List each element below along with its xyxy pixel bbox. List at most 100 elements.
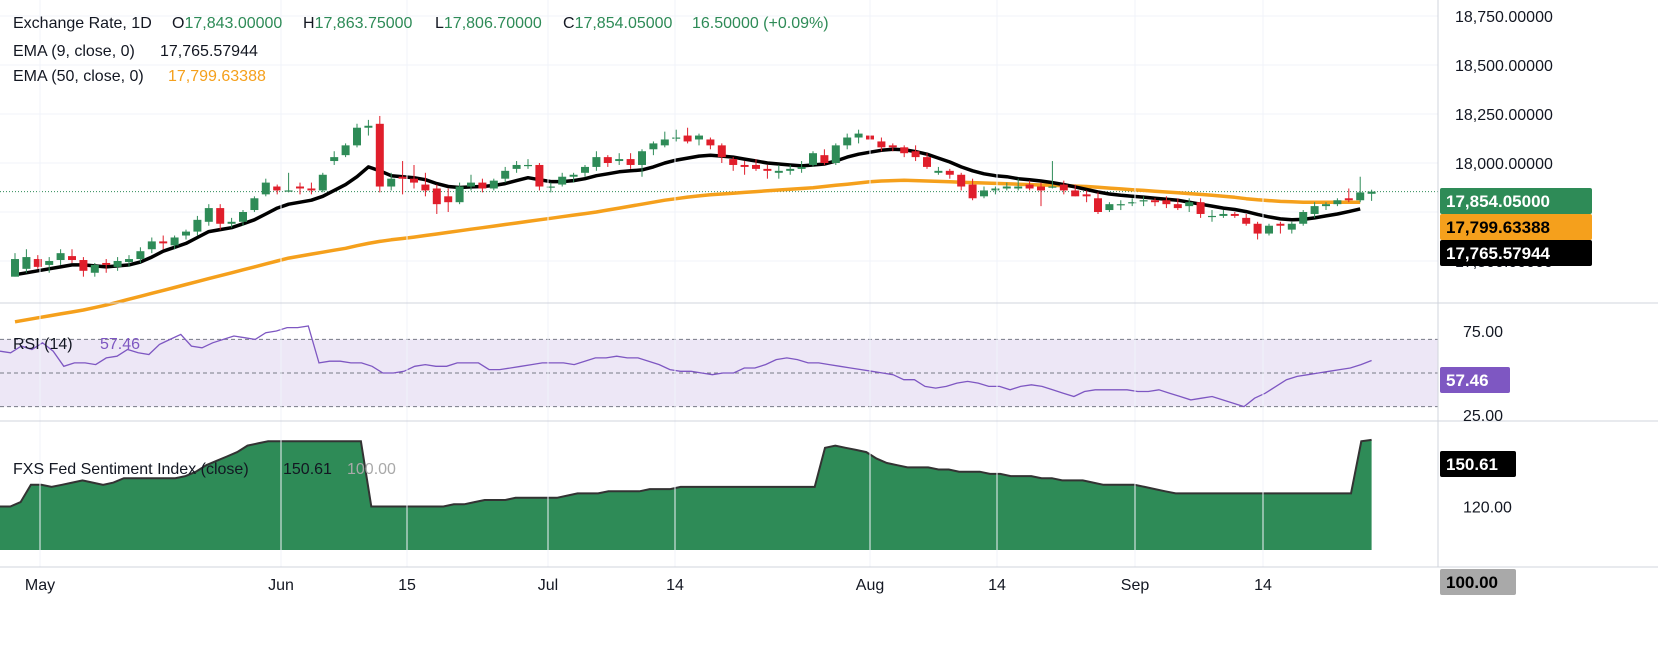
candle-body: [1208, 215, 1216, 218]
candle: [421, 172, 430, 197]
fxs-badge: 150.61: [1440, 451, 1516, 477]
price-pane[interactable]: [0, 15, 1438, 324]
candle-body: [250, 198, 259, 211]
candle-body: [193, 219, 202, 232]
candle-body: [159, 241, 168, 244]
candle-body: [1310, 206, 1319, 214]
time-tick-label: Jun: [268, 577, 294, 594]
rsi-line: [0, 325, 1372, 408]
candle-body: [170, 237, 179, 246]
candle-body: [911, 151, 920, 158]
candle: [786, 164, 795, 175]
ema50-badge-bg: [1440, 214, 1592, 240]
candle: [615, 153, 624, 165]
candle: [216, 204, 225, 230]
candle-body: [1265, 225, 1273, 234]
candle: [1367, 189, 1376, 201]
candle-body: [204, 208, 213, 222]
candle: [968, 178, 977, 201]
ema9-legend-value: 17,765.57944: [160, 43, 258, 60]
candle: [136, 247, 145, 263]
candle: [113, 257, 122, 271]
candle: [489, 178, 498, 191]
rsi-pane[interactable]: [0, 325, 1438, 408]
fxs-pane[interactable]: [0, 438, 1372, 550]
candle-body: [273, 186, 282, 191]
candle-body: [1196, 202, 1205, 214]
candle-body: [740, 164, 749, 167]
candle-body: [261, 182, 270, 195]
candle-body: [1094, 198, 1102, 212]
candle: [524, 159, 532, 169]
candle-body: [786, 168, 795, 171]
candle-body: [410, 178, 418, 183]
ohlc-close: C17,854.05000: [563, 15, 673, 32]
candle-body: [1139, 200, 1148, 202]
candle: [182, 229, 190, 240]
candle-body: [11, 259, 19, 277]
candle-body: [1025, 184, 1034, 189]
candle: [1139, 196, 1148, 207]
candle: [1322, 202, 1330, 211]
candle: [318, 172, 327, 193]
candle-body: [1014, 186, 1023, 189]
candle: [227, 217, 236, 228]
candle-body: [592, 157, 601, 167]
price-tick-label: 18,500.00000: [1455, 58, 1553, 75]
candle-body: [797, 166, 806, 169]
candle: [1002, 182, 1011, 191]
candle: [284, 172, 293, 193]
candle: [695, 133, 703, 146]
candle-body: [524, 164, 532, 167]
candle: [1242, 213, 1251, 226]
candle-body: [296, 186, 304, 189]
candle-body: [467, 182, 475, 187]
candle-body: [831, 145, 840, 163]
candle-body: [68, 256, 76, 261]
candle: [1014, 178, 1023, 191]
candle-body: [22, 257, 31, 269]
fxs-baseline-badge: 100.00: [1440, 569, 1516, 595]
candle: [102, 259, 111, 273]
ohlc-open: O17,843.00000: [172, 15, 282, 32]
candle-body: [455, 186, 464, 203]
candle: [45, 257, 54, 273]
candle: [432, 184, 441, 214]
candle: [478, 178, 487, 193]
candle: [1025, 180, 1034, 191]
candle-body: [330, 157, 339, 162]
fxs-area: [0, 439, 1372, 550]
candle-body: [1322, 204, 1330, 207]
candle: [1344, 188, 1353, 203]
candle: [1105, 202, 1114, 212]
candle: [774, 164, 783, 179]
ema50-legend-value: 17,799.63388: [168, 68, 266, 85]
candle: [911, 145, 920, 162]
candle: [467, 174, 475, 191]
candle-body: [1299, 212, 1308, 224]
fxs-legend-baseline: 100.00: [347, 461, 396, 478]
last-price-badge: 17,854.05000: [1440, 188, 1592, 214]
rsi-legend-label: RSI (14): [13, 336, 73, 353]
last-price-badge-bg: [1440, 188, 1592, 214]
candle-body: [1128, 202, 1137, 204]
candle-body: [877, 141, 886, 148]
candle: [831, 143, 840, 165]
rsi-tick-label: 75.00: [1463, 324, 1503, 341]
candle: [33, 255, 42, 269]
candle-body: [182, 231, 190, 236]
candle: [603, 155, 612, 167]
candle-body: [615, 159, 624, 162]
candle: [1196, 198, 1205, 218]
candle-body: [398, 176, 407, 179]
candle: [296, 182, 304, 195]
candle-body: [239, 212, 247, 222]
candle-body: [512, 164, 521, 169]
candle-body: [478, 182, 487, 189]
candle: [797, 161, 806, 173]
candle-body: [752, 164, 760, 169]
candle: [740, 161, 749, 175]
time-tick-label: Aug: [856, 577, 884, 594]
candle: [1094, 192, 1102, 214]
